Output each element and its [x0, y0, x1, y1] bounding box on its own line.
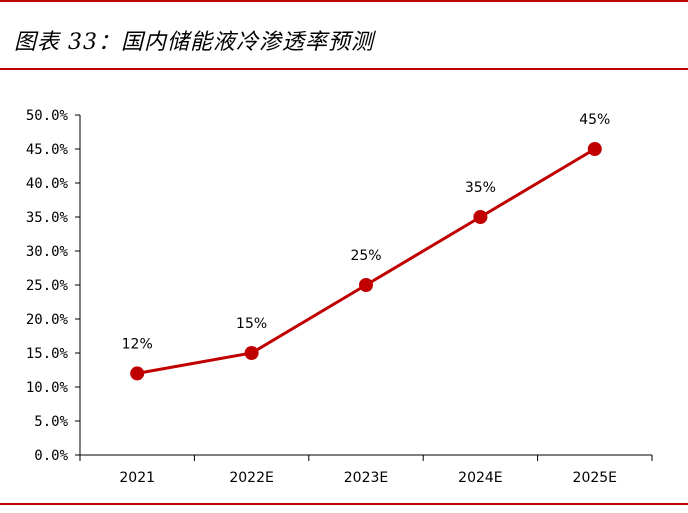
data-label: 45%	[579, 112, 610, 128]
data-label: 25%	[350, 248, 381, 264]
y-tick-label: 25.0%	[26, 278, 69, 294]
y-tick-label: 45.0%	[26, 142, 69, 158]
y-tick-label: 5.0%	[34, 414, 68, 430]
data-label: 35%	[465, 180, 496, 196]
x-tick-label: 2025E	[573, 470, 617, 486]
data-point	[130, 366, 145, 381]
data-label: 15%	[236, 316, 267, 332]
data-point	[359, 278, 373, 292]
x-tick-label: 2023E	[344, 470, 388, 486]
y-tick-label: 50.0%	[26, 108, 69, 124]
y-tick-label: 30.0%	[26, 244, 69, 260]
title-bar: 图表 33：国内储能液冷渗透率预测	[0, 0, 688, 70]
y-tick-label: 35.0%	[26, 210, 69, 226]
y-tick-label: 15.0%	[26, 346, 69, 362]
x-tick-label: 2022E	[229, 470, 273, 486]
data-point	[587, 142, 602, 156]
bottom-rule	[0, 503, 688, 505]
x-tick-label: 2024E	[458, 470, 502, 486]
data-point	[244, 346, 259, 360]
page-title: 图表 33：国内储能液冷渗透率预测	[14, 30, 374, 55]
y-tick-label: 40.0%	[26, 176, 69, 192]
y-tick-label: 0.0%	[34, 448, 68, 464]
data-label: 12%	[122, 336, 153, 352]
y-tick-label: 10.0%	[26, 380, 69, 396]
y-tick-label: 20.0%	[26, 312, 69, 328]
x-tick-label: 2021	[119, 470, 155, 486]
data-point	[473, 210, 488, 224]
